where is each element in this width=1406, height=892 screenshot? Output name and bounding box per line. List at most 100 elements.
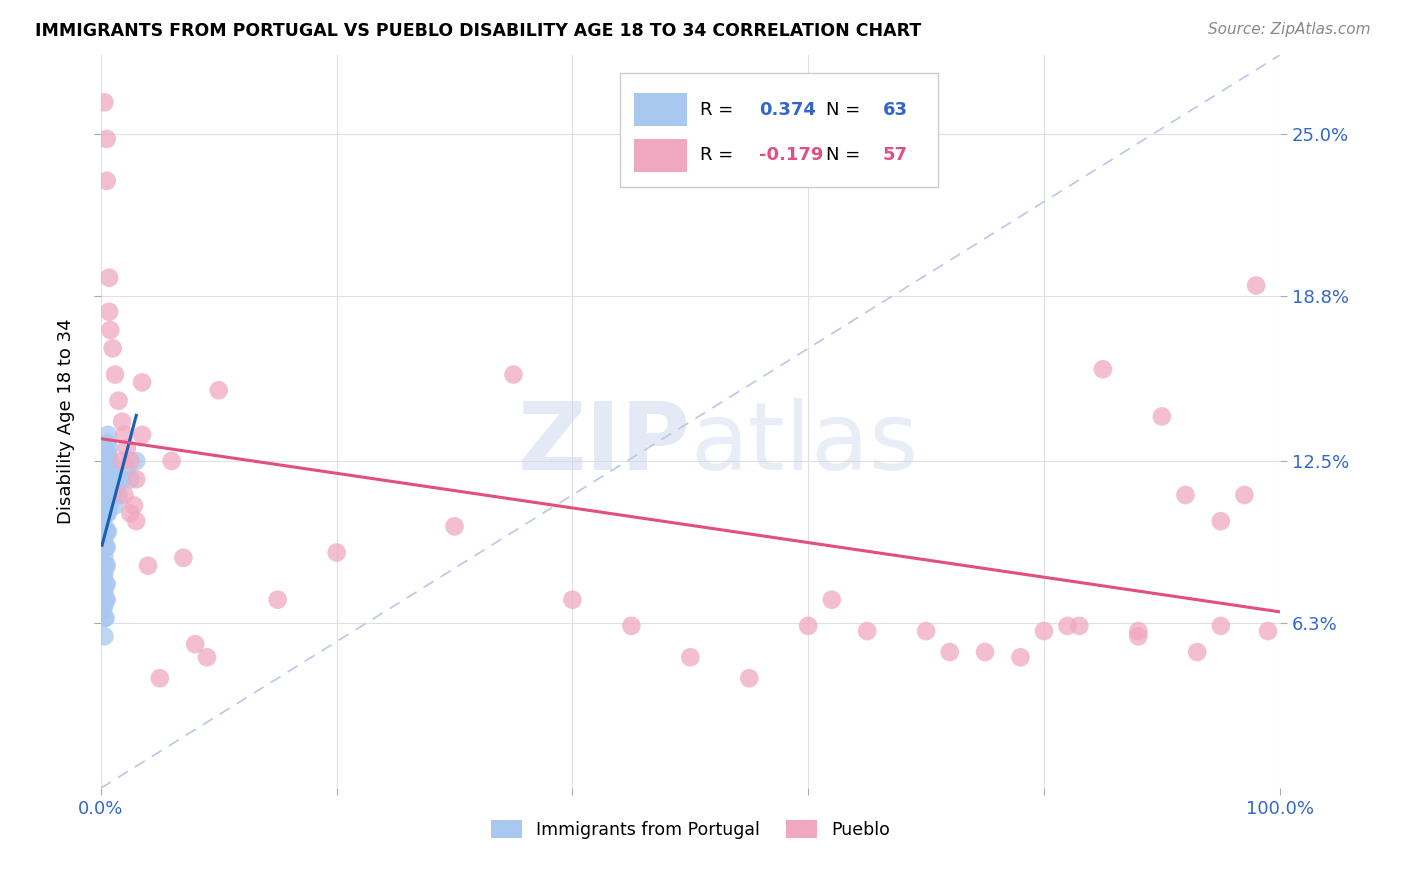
Point: [97, 446, 120, 460]
Point: [94, 488, 117, 502]
Point: [115, 462, 138, 476]
Point: [98, 472, 121, 486]
Text: R =: R =: [700, 101, 733, 119]
Point: [98, 480, 121, 494]
Point: [1209, 514, 1232, 528]
Point: [94, 558, 117, 573]
Point: [160, 454, 183, 468]
Point: [738, 671, 761, 685]
Text: 0.374: 0.374: [759, 101, 815, 119]
Point: [96, 132, 118, 146]
Point: [100, 467, 122, 481]
Point: [93, 598, 115, 612]
Point: [1150, 409, 1173, 424]
Point: [93, 95, 115, 110]
Text: Source: ZipAtlas.com: Source: ZipAtlas.com: [1208, 22, 1371, 37]
Point: [96, 524, 118, 539]
Point: [1128, 624, 1150, 639]
Point: [1209, 619, 1232, 633]
Point: [93, 533, 115, 547]
Point: [91, 603, 114, 617]
Point: [115, 441, 138, 455]
Point: [91, 541, 114, 555]
Text: N =: N =: [825, 101, 860, 119]
Point: [101, 472, 124, 486]
Point: [149, 671, 172, 685]
Point: [107, 393, 129, 408]
Text: 57: 57: [883, 146, 907, 164]
Point: [97, 524, 120, 539]
Text: R =: R =: [700, 146, 733, 164]
Point: [821, 592, 844, 607]
Point: [561, 592, 583, 607]
Point: [1257, 624, 1279, 639]
Point: [98, 462, 121, 476]
Point: [136, 558, 159, 573]
Point: [1244, 278, 1267, 293]
Point: [1128, 629, 1150, 643]
Text: 63: 63: [883, 101, 907, 119]
Point: [91, 541, 114, 555]
Point: [94, 592, 117, 607]
Point: [267, 592, 290, 607]
Point: [98, 454, 121, 468]
Point: [620, 619, 643, 633]
Point: [96, 472, 118, 486]
FancyBboxPatch shape: [634, 94, 686, 127]
Point: [93, 611, 115, 625]
Point: [797, 619, 820, 633]
Text: N =: N =: [825, 146, 860, 164]
Point: [1033, 624, 1056, 639]
Point: [94, 524, 117, 539]
Point: [94, 611, 117, 625]
Point: [96, 541, 118, 555]
Text: IMMIGRANTS FROM PORTUGAL VS PUEBLO DISABILITY AGE 18 TO 34 CORRELATION CHART: IMMIGRANTS FROM PORTUGAL VS PUEBLO DISAB…: [35, 22, 921, 40]
Point: [107, 488, 129, 502]
Point: [974, 645, 997, 659]
Point: [679, 650, 702, 665]
Point: [131, 427, 153, 442]
Point: [98, 441, 121, 455]
Point: [98, 488, 121, 502]
Point: [1187, 645, 1209, 659]
Point: [93, 519, 115, 533]
Point: [208, 383, 231, 397]
Point: [111, 454, 134, 468]
Point: [97, 427, 120, 442]
FancyBboxPatch shape: [620, 73, 938, 187]
Point: [97, 467, 120, 481]
Point: [98, 270, 121, 285]
Point: [1069, 619, 1091, 633]
Point: [100, 480, 122, 494]
Point: [125, 514, 148, 528]
Text: ZIP: ZIP: [517, 398, 690, 490]
Point: [184, 637, 207, 651]
Point: [443, 519, 465, 533]
Point: [97, 488, 120, 502]
Point: [93, 629, 115, 643]
Point: [915, 624, 938, 639]
Point: [96, 558, 118, 573]
Point: [91, 558, 114, 573]
Point: [111, 415, 134, 429]
Point: [325, 545, 347, 559]
Point: [93, 584, 115, 599]
Legend: Immigrants from Portugal, Pueblo: Immigrants from Portugal, Pueblo: [484, 813, 897, 846]
Point: [104, 499, 127, 513]
Point: [502, 368, 524, 382]
Point: [94, 446, 117, 460]
Point: [122, 499, 145, 513]
Point: [91, 577, 114, 591]
Point: [97, 506, 120, 520]
Point: [172, 550, 194, 565]
Point: [131, 376, 153, 390]
Point: [94, 467, 117, 481]
Point: [94, 541, 117, 555]
Point: [120, 454, 142, 468]
Point: [93, 499, 115, 513]
Point: [1091, 362, 1114, 376]
Point: [1010, 650, 1032, 665]
Point: [98, 499, 121, 513]
Point: [91, 506, 114, 520]
Point: [96, 454, 118, 468]
